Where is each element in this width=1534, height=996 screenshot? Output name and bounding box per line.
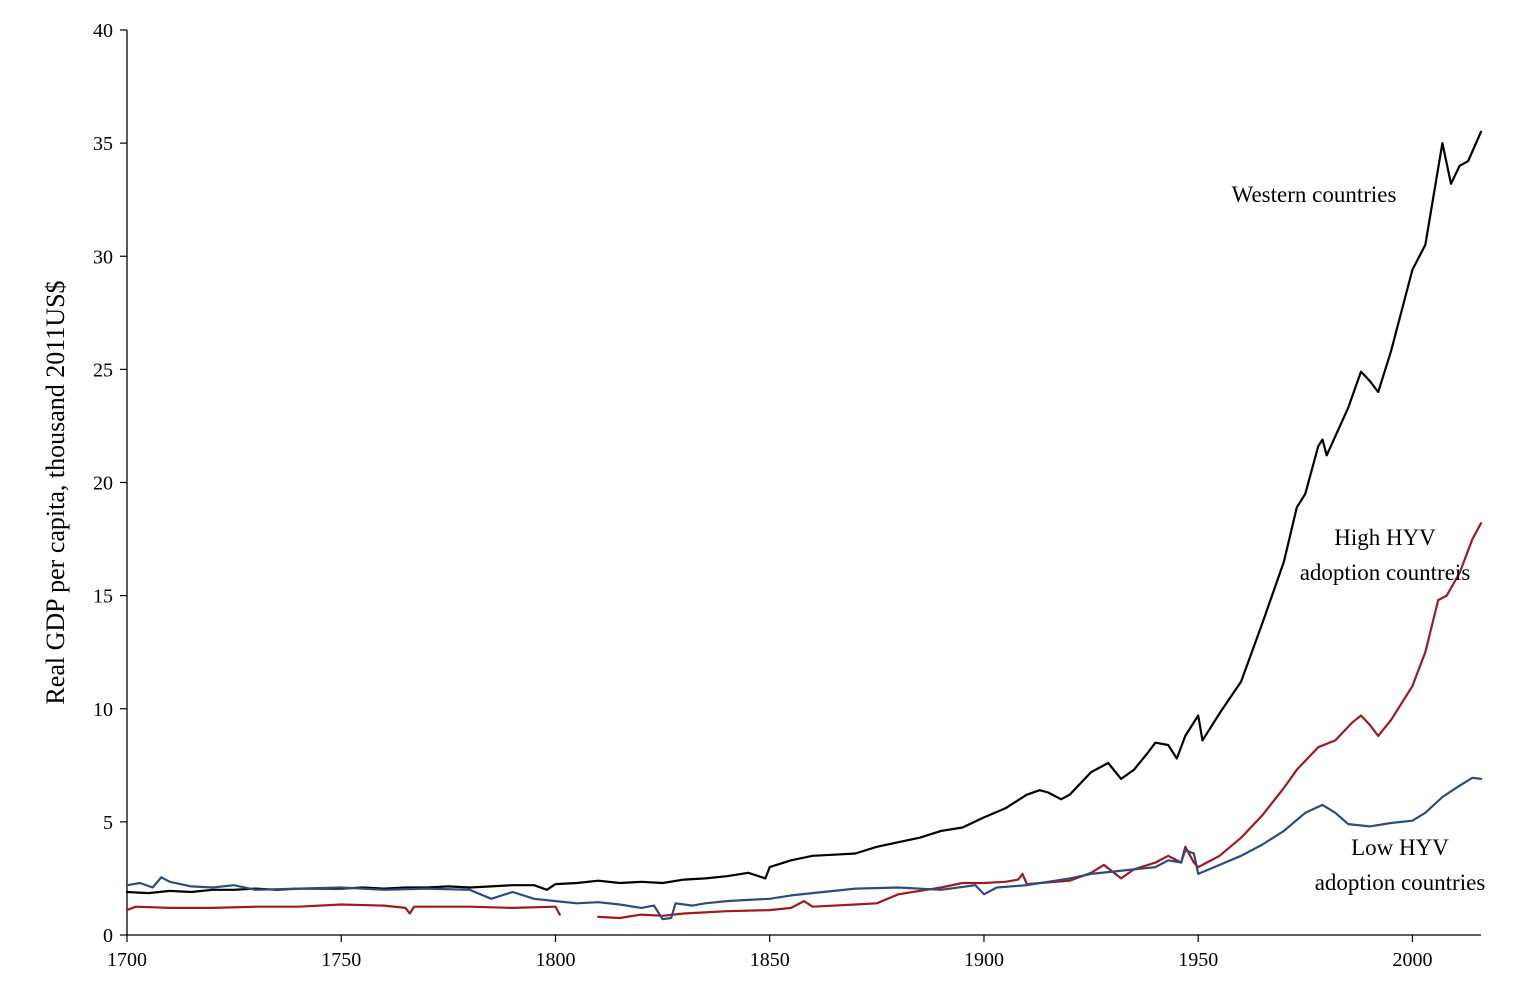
axes (126, 30, 1481, 936)
y-axis-title: Real GDP per capita, thousand 2011US$ (41, 280, 70, 704)
series-label-1: High HYV adoption countreis (1300, 525, 1471, 585)
series-line-1 (125, 522, 1483, 920)
y-tick-label: 40 (93, 20, 113, 42)
y-tick-label: 20 (93, 473, 113, 495)
series-line-2 (125, 776, 1483, 921)
series-line-0 (125, 130, 1483, 895)
x-tick-label: 1800 (535, 949, 575, 971)
x-tick-label: 1850 (750, 949, 790, 971)
x-tick-label: 2000 (1392, 949, 1432, 971)
x-tick-label: 1900 (964, 949, 1004, 971)
y-tick-label: 10 (93, 699, 113, 721)
x-tick-label: 1750 (321, 949, 361, 971)
x-tick-label: 1950 (1178, 949, 1218, 971)
y-tick-label: 35 (93, 133, 113, 155)
y-tick-label: 30 (93, 246, 113, 268)
x-tick-label: 1700 (107, 949, 147, 971)
axis-ticks: 0 5 10 15 20 25 30 35 40 1700 1750 1800 1850 1900 1950… (93, 20, 1432, 971)
series-label-line: High HYV (1334, 525, 1436, 550)
series-lines (125, 130, 1483, 921)
series-labels: Western countries High HYV adoption countr… (1232, 182, 1486, 895)
series-label-2: Low HYV adoption countries (1315, 835, 1486, 895)
y-tick-label: 5 (103, 812, 113, 834)
series-label-line: adoption countries (1315, 870, 1486, 895)
y-tick-label: 25 (93, 359, 113, 381)
series-label-line: Western countries (1232, 182, 1397, 207)
y-tick-label: 15 (93, 586, 113, 608)
series-label-0: Western countries (1232, 182, 1397, 207)
series-label-line: adoption countreis (1300, 560, 1471, 585)
y-tick-label: 0 (103, 925, 113, 947)
series-label-line: Low HYV (1351, 835, 1449, 860)
